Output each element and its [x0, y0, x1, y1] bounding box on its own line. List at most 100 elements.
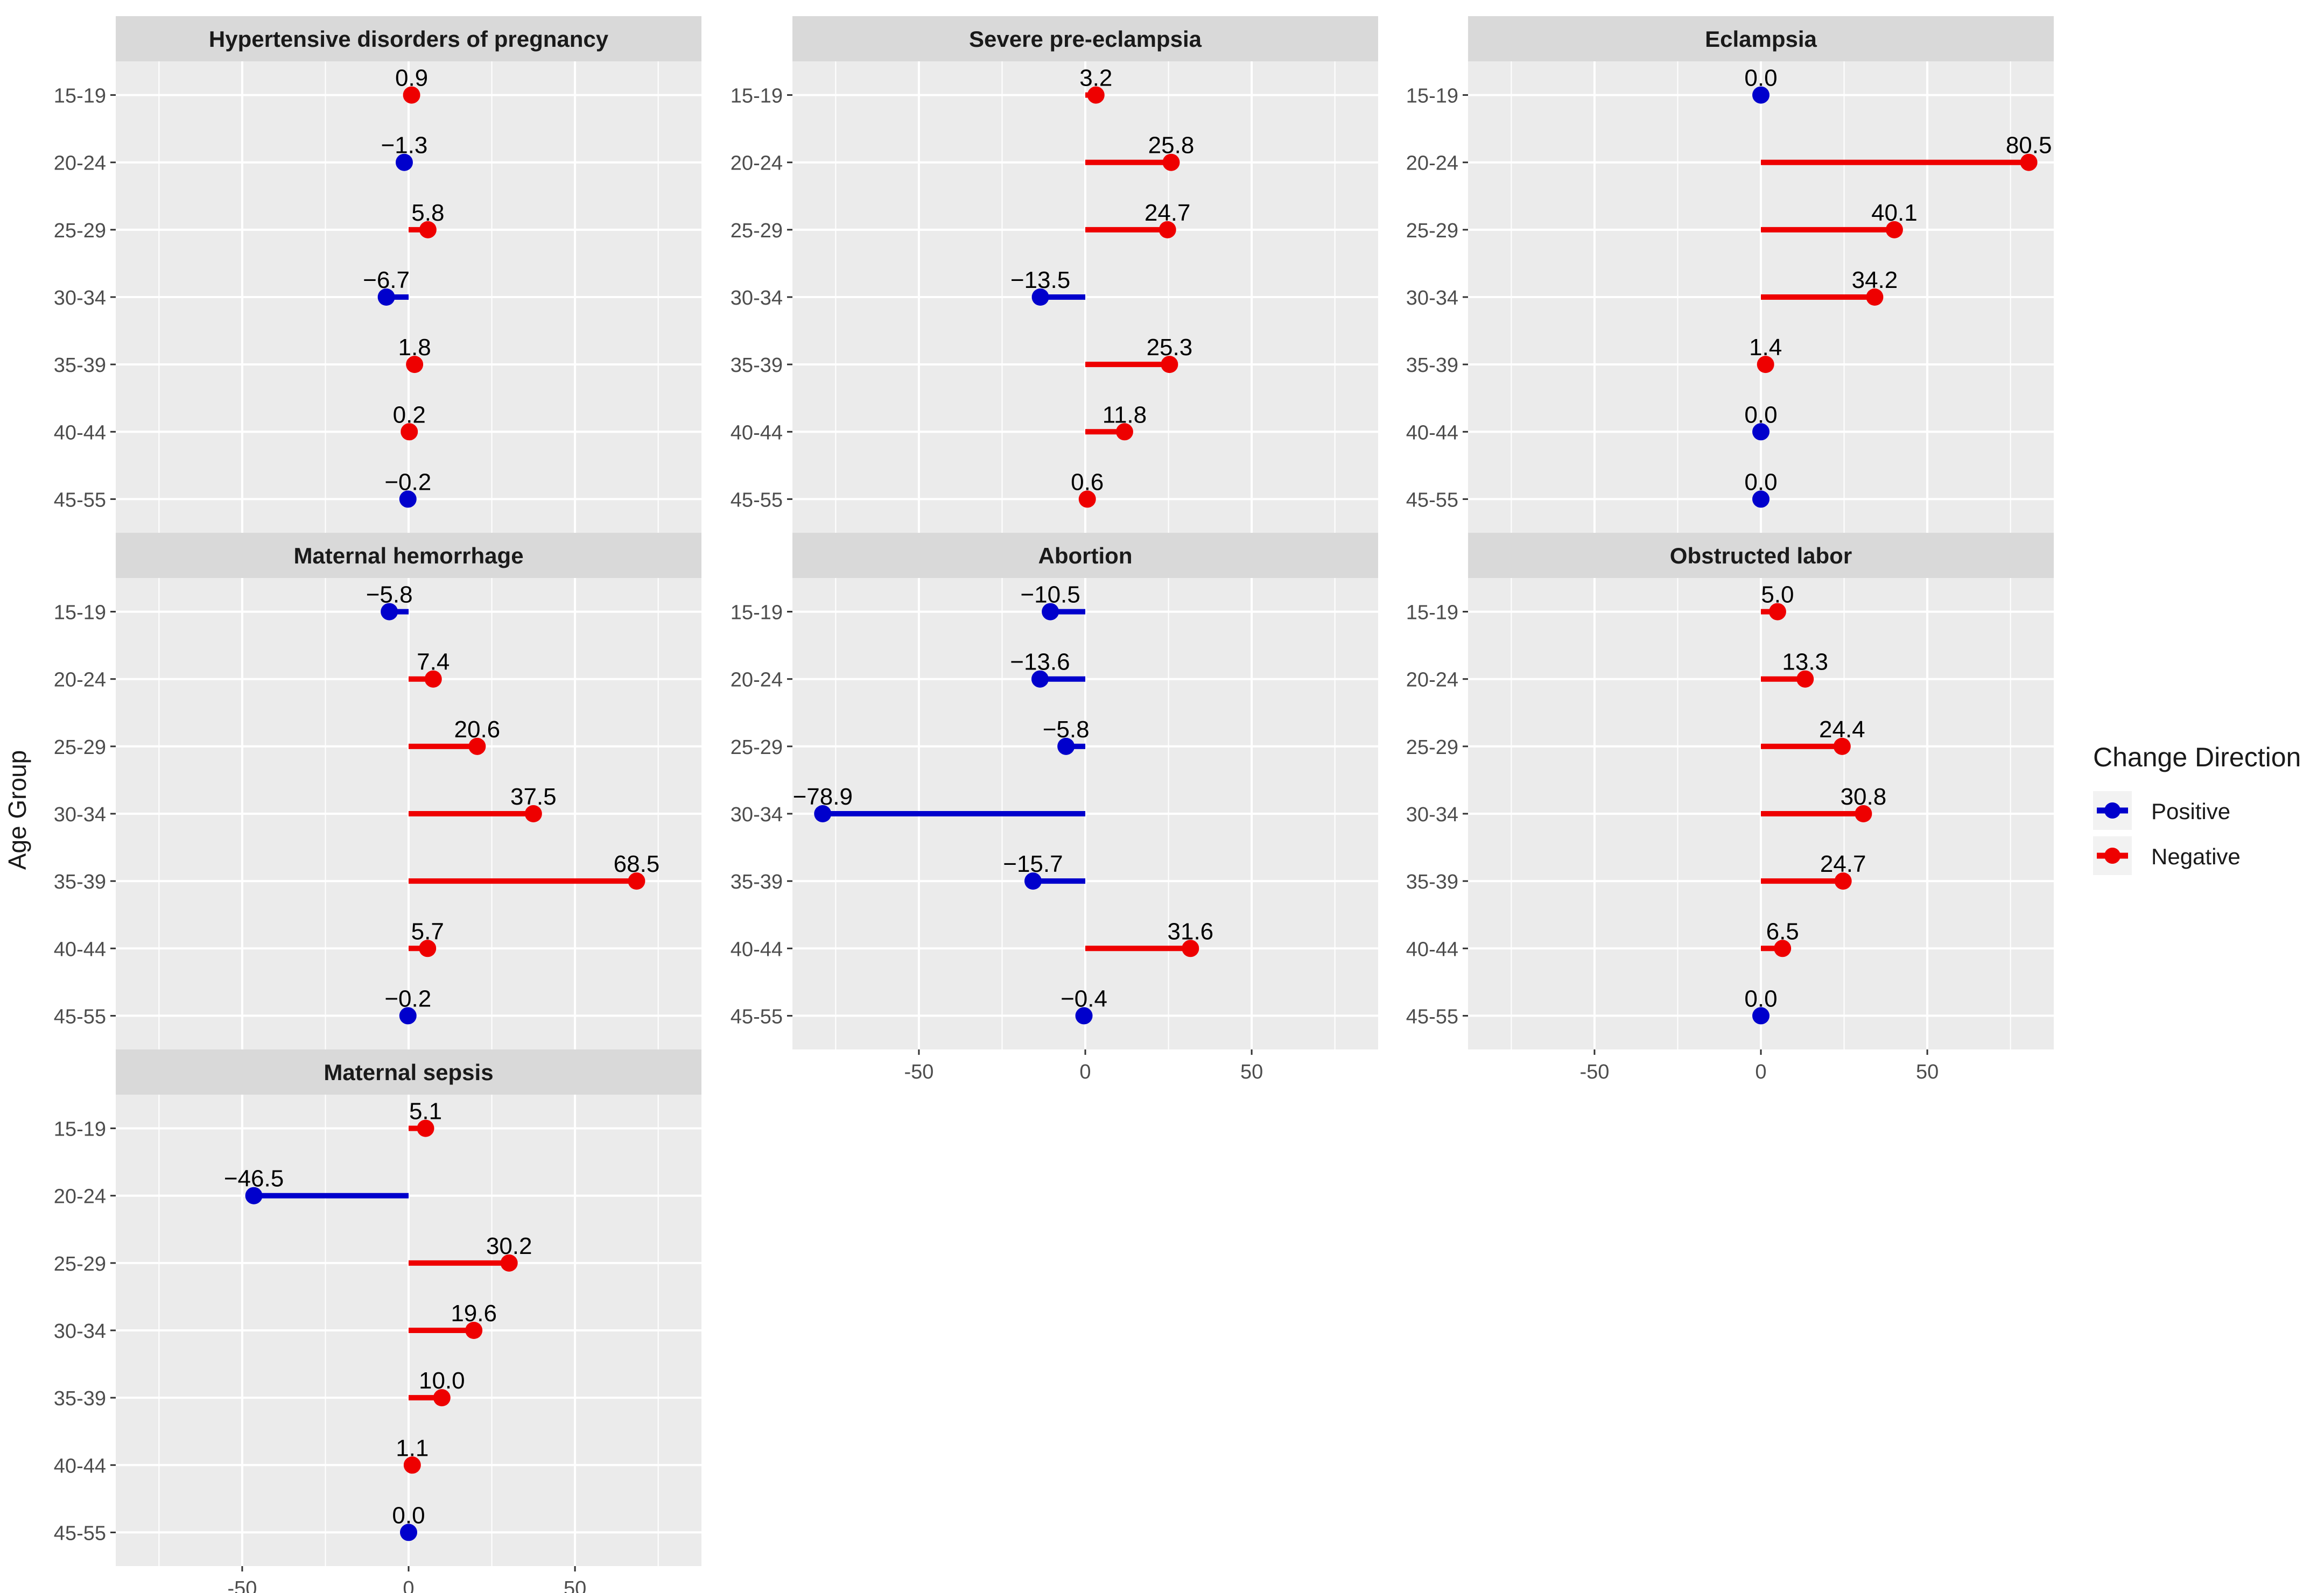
data-label: 40.1	[1871, 200, 1918, 226]
y-tick-label: 20-24	[54, 669, 106, 692]
lollipop-point	[1159, 221, 1176, 238]
data-label: −6.7	[363, 267, 410, 293]
lollipop-point	[401, 423, 418, 441]
lollipop-point	[1834, 872, 1852, 890]
lollipop-point	[1866, 288, 1884, 306]
lollipop-point	[628, 872, 645, 890]
y-tick-label: 35-39	[54, 871, 106, 893]
lollipop-point	[1833, 737, 1851, 755]
y-tick-label: 20-24	[731, 152, 783, 175]
y-tick-label: 15-19	[731, 85, 783, 108]
y-tick-label: 15-19	[54, 1118, 106, 1141]
data-label: 80.5	[2006, 132, 2052, 159]
lollipop-point	[1161, 356, 1178, 373]
data-label: 68.5	[614, 851, 660, 877]
lollipop-point	[395, 153, 413, 171]
y-tick-label: 35-39	[54, 1387, 106, 1410]
data-label: 25.3	[1147, 334, 1193, 361]
lollipop-point	[1752, 423, 1770, 441]
y-tick-label: 45-55	[1406, 1005, 1458, 1028]
y-tick-label: 15-19	[731, 602, 783, 624]
y-tick-label: 25-29	[1406, 220, 1458, 242]
lollipop-point	[1087, 86, 1105, 104]
facet-strip	[1468, 16, 2054, 61]
facet-title: Maternal sepsis	[324, 1060, 493, 1085]
facet-strip	[792, 533, 1378, 578]
data-label: 20.6	[454, 716, 501, 743]
x-tick-label: 0	[403, 1577, 414, 1593]
y-tick-label: 35-39	[731, 354, 783, 377]
legend: Change Direction Positive Negative	[2093, 742, 2301, 875]
data-label: 3.2	[1079, 65, 1112, 91]
lollipop-point	[424, 670, 442, 688]
x-tick-label: 50	[1916, 1061, 1939, 1083]
y-tick-label: 25-29	[54, 220, 106, 242]
facet-panel-7: Maternal sepsis 15-19 20-24 25-29 30-34 35-39…	[54, 1049, 701, 1593]
x-tick-label: -50	[1579, 1061, 1609, 1083]
data-label: −0.4	[1061, 985, 1107, 1012]
x-tick-label: 0	[1079, 1061, 1091, 1083]
y-tick-label: 30-34	[731, 803, 783, 826]
y-tick-label: 40-44	[54, 421, 106, 444]
lollipop-point	[500, 1254, 518, 1272]
legend-label-negative: Negative	[2151, 844, 2241, 869]
lollipop-point	[2020, 153, 2038, 171]
lollipop-point	[524, 805, 542, 822]
facet-panel-1: Hypertensive disorders of pregnancy 15-19…	[54, 16, 701, 533]
lollipop-point	[400, 1524, 417, 1541]
facet-strip	[116, 1049, 701, 1095]
data-label: 10.0	[419, 1368, 465, 1394]
data-label: −13.6	[1010, 649, 1070, 675]
y-tick-label: 45-55	[731, 489, 783, 511]
data-label: 0.0	[392, 1502, 425, 1528]
lollipop-point	[1768, 603, 1786, 621]
lollipop-point	[406, 356, 424, 373]
lollipop-point	[1162, 153, 1180, 171]
data-label: −13.5	[1010, 267, 1070, 293]
lollipop-point	[419, 940, 437, 957]
data-label: 0.0	[1744, 985, 1777, 1012]
lollipop-point	[1078, 490, 1096, 508]
data-label: 24.7	[1145, 200, 1191, 226]
lollipop-point	[1855, 805, 1872, 822]
lollipop-point	[1057, 737, 1075, 755]
facet-panel-6: Obstructed labor 15-19 20-24 25-29 30-34 35-3…	[1406, 533, 2054, 1083]
y-tick-label: 45-55	[731, 1005, 783, 1028]
data-label: −5.8	[1043, 716, 1090, 743]
y-tick-label: 20-24	[1406, 152, 1458, 175]
y-tick-label: 15-19	[1406, 85, 1458, 108]
data-label: −15.7	[1003, 851, 1063, 877]
y-tick-label: 30-34	[54, 287, 106, 309]
y-tick-label: 35-39	[54, 354, 106, 377]
lollipop-point	[1075, 1007, 1093, 1025]
lollipop-point	[1115, 423, 1133, 441]
lollipop-point	[381, 603, 398, 621]
y-tick-label: 40-44	[1406, 938, 1458, 961]
data-label: 0.6	[1071, 469, 1104, 495]
y-tick-label: 35-39	[731, 871, 783, 893]
x-tick-label: 50	[564, 1577, 586, 1593]
y-tick-label: 25-29	[731, 220, 783, 242]
y-tick-label: 25-29	[731, 736, 783, 759]
y-tick-label: 20-24	[1406, 669, 1458, 692]
lollipop-point	[468, 737, 486, 755]
legend-key-point-positive	[2104, 802, 2121, 819]
lollipop-point	[1885, 221, 1903, 238]
lollipop-point	[245, 1187, 263, 1204]
y-tick-label: 45-55	[54, 1005, 106, 1028]
lollipop-point	[1182, 940, 1199, 957]
lollipop-point	[403, 1456, 421, 1474]
facet-title: Eclampsia	[1705, 26, 1817, 52]
data-label: 19.6	[451, 1300, 497, 1327]
facet-strip	[1468, 533, 2054, 578]
data-label: −78.9	[793, 784, 853, 810]
y-tick-label: 30-34	[731, 287, 783, 309]
data-label: 30.2	[486, 1233, 532, 1259]
y-tick-label: 30-34	[1406, 287, 1458, 309]
legend-item-positive: Positive	[2093, 791, 2230, 830]
lollipop-point	[403, 86, 420, 104]
y-tick-label: 25-29	[54, 1253, 106, 1275]
data-label: 24.4	[1819, 716, 1865, 743]
y-tick-label: 15-19	[54, 85, 106, 108]
